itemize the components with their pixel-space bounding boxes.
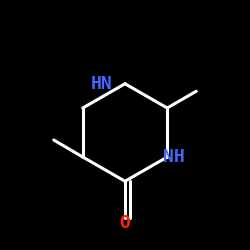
Text: NH: NH [163,148,184,166]
Text: HN: HN [90,75,112,93]
Text: O: O [120,214,130,232]
